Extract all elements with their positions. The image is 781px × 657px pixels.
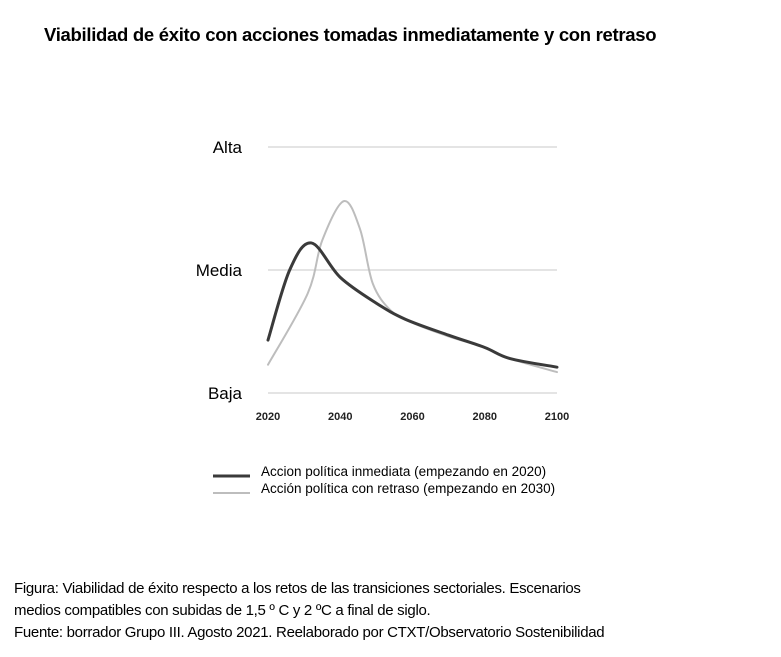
legend-label-1: Accion política inmediata (empezando en … bbox=[261, 464, 546, 479]
series-line-2 bbox=[267, 200, 558, 374]
legend-label-2: Acción política con retraso (empezando e… bbox=[261, 481, 555, 496]
y-tick-label: Media bbox=[196, 261, 243, 280]
figure-caption: Figura: Viabilidad de éxito respecto a l… bbox=[14, 578, 605, 644]
x-tick-label: 2040 bbox=[328, 411, 352, 423]
y-tick-label: Baja bbox=[208, 384, 243, 403]
x-tick-label: 2100 bbox=[545, 411, 569, 423]
chart-title: Viabilidad de éxito con acciones tomadas… bbox=[44, 24, 657, 45]
caption-line-3: Fuente: borrador Grupo III. Agosto 2021.… bbox=[14, 624, 605, 641]
x-tick-label: 2020 bbox=[256, 411, 280, 423]
series-line-1 bbox=[266, 241, 559, 369]
y-tick-label: Alta bbox=[213, 138, 243, 157]
chart-area: Baja Media Alta 2020 2040 2060 2080 2100 Accio… bbox=[196, 138, 570, 496]
x-tick-label: 2080 bbox=[473, 411, 497, 423]
caption-line-2: medios compatibles con subidas de 1,5 º … bbox=[14, 602, 431, 619]
caption-line-1: Figura: Viabilidad de éxito respecto a l… bbox=[14, 580, 581, 597]
x-tick-label: 2060 bbox=[400, 411, 424, 423]
